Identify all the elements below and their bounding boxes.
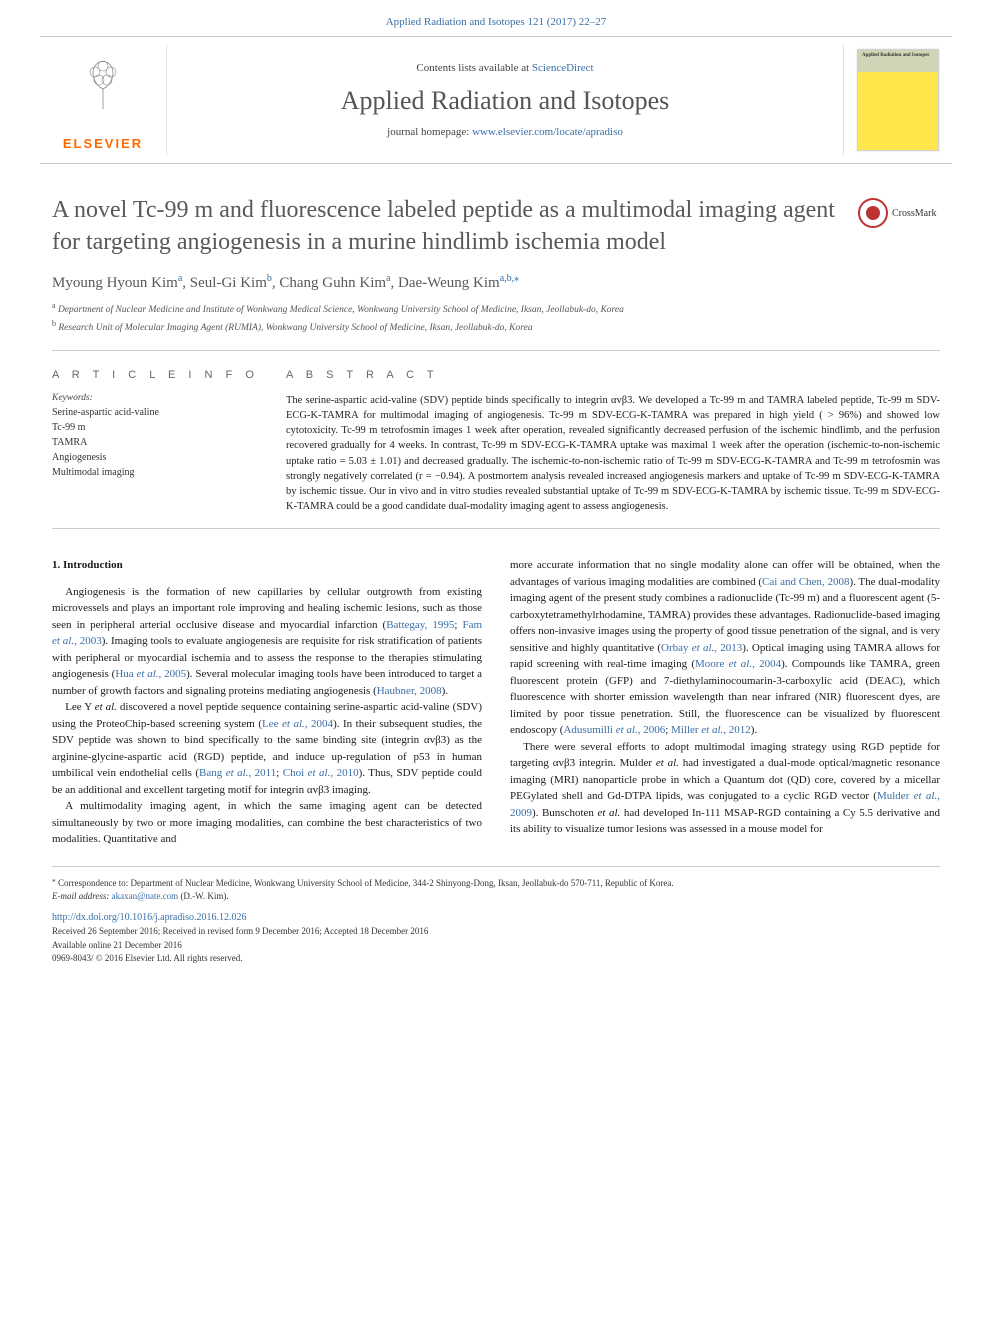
corr-marker-foot: ⁎ bbox=[52, 875, 56, 884]
section-heading: 1. Introduction bbox=[52, 557, 482, 574]
online-line: Available online 21 December 2016 bbox=[52, 939, 940, 952]
citation-link[interactable]: Adusumilli et al., 2006 bbox=[563, 724, 665, 736]
article-info-col: A R T I C L E I N F O Keywords: Serine-a… bbox=[52, 369, 286, 515]
correspondence-text: Correspondence to: Department of Nuclear… bbox=[58, 878, 674, 888]
received-line: Received 26 September 2016; Received in … bbox=[52, 925, 940, 938]
crossmark-label: CrossMark bbox=[892, 208, 936, 219]
homepage-line: journal homepage: www.elsevier.com/locat… bbox=[387, 126, 623, 138]
citation-link[interactable]: Lee et al., 2004 bbox=[262, 718, 333, 730]
footer-block: ⁎ Correspondence to: Department of Nucle… bbox=[52, 866, 940, 965]
citation-link[interactable]: Choi et al., 2010 bbox=[283, 767, 359, 779]
keyword-item: Angiogenesis bbox=[52, 450, 262, 465]
affiliation-a: Department of Nuclear Medicine and Insti… bbox=[58, 305, 624, 315]
corresponding-marker: ⁎ bbox=[514, 273, 519, 284]
abstract-label: A B S T R A C T bbox=[286, 369, 940, 381]
citation-link[interactable]: Bang et al., 2011 bbox=[199, 767, 276, 779]
body-paragraph: Lee Y et al. discovered a novel peptide … bbox=[52, 699, 482, 798]
abstract-col: A B S T R A C T The serine-aspartic acid… bbox=[286, 369, 940, 515]
body-paragraph: Angiogenesis is the formation of new cap… bbox=[52, 584, 482, 700]
keyword-item: Serine-aspartic acid-valine bbox=[52, 405, 262, 420]
body-col-left: 1. Introduction Angiogenesis is the form… bbox=[52, 557, 482, 848]
citation-link[interactable]: Applied Radiation and Isotopes 121 (2017… bbox=[386, 16, 607, 28]
crossmark-badge[interactable]: CrossMark bbox=[858, 198, 940, 228]
contents-line: Contents lists available at ScienceDirec… bbox=[416, 62, 593, 74]
citation-link[interactable]: Miller et al., 2012 bbox=[671, 724, 751, 736]
citation-link[interactable]: Cai and Chen, 2008 bbox=[762, 576, 849, 588]
citation-link[interactable]: Hua et al., 2005 bbox=[115, 668, 186, 680]
keyword-item: Tc-99 m bbox=[52, 420, 262, 435]
body-col-right: more accurate information that no single… bbox=[510, 557, 940, 848]
elsevier-wordmark: ELSEVIER bbox=[63, 136, 143, 151]
cover-block: Applied Radiation and Isotopes bbox=[843, 45, 952, 155]
abstract-text: The serine-aspartic acid-valine (SDV) pe… bbox=[286, 393, 940, 515]
journal-banner: ELSEVIER Contents lists available at Sci… bbox=[40, 36, 952, 164]
cover-label: Applied Radiation and Isotopes bbox=[862, 53, 929, 59]
citation-link[interactable]: Mulder et al., 2009 bbox=[510, 790, 940, 819]
article-title: A novel Tc-99 m and fluorescence labeled… bbox=[52, 194, 846, 259]
body-paragraph: There were several efforts to adopt mult… bbox=[510, 739, 940, 838]
divider bbox=[52, 528, 940, 529]
homepage-prefix: journal homepage: bbox=[387, 126, 472, 138]
journal-name: Applied Radiation and Isotopes bbox=[341, 86, 670, 116]
keywords-list: Serine-aspartic acid-valineTc-99 mTAMRAA… bbox=[52, 405, 262, 480]
issn-line: 0969-8043/ © 2016 Elsevier Ltd. All righ… bbox=[52, 952, 940, 965]
contents-prefix: Contents lists available at bbox=[416, 62, 531, 74]
banner-center: Contents lists available at ScienceDirec… bbox=[167, 45, 843, 155]
affiliations: a Department of Nuclear Medicine and Ins… bbox=[52, 300, 940, 336]
homepage-link[interactable]: www.elsevier.com/locate/apradiso bbox=[472, 126, 623, 138]
article-info-label: A R T I C L E I N F O bbox=[52, 369, 262, 381]
keyword-item: TAMRA bbox=[52, 435, 262, 450]
divider bbox=[52, 350, 940, 351]
journal-cover-thumb: Applied Radiation and Isotopes bbox=[857, 49, 939, 151]
elsevier-tree-icon bbox=[68, 49, 138, 119]
sciencedirect-link[interactable]: ScienceDirect bbox=[532, 62, 594, 74]
affiliation-b: Research Unit of Molecular Imaging Agent… bbox=[58, 323, 532, 333]
crossmark-icon bbox=[858, 198, 888, 228]
publisher-block: ELSEVIER bbox=[40, 45, 167, 155]
citation-link[interactable]: Battegay, 1995 bbox=[386, 619, 454, 631]
email-who: (D.-W. Kim). bbox=[180, 891, 228, 901]
citation-link[interactable]: Haubner, 2008 bbox=[377, 685, 442, 697]
citation-link[interactable]: Orbay et al., 2013 bbox=[661, 642, 742, 654]
citation-link[interactable]: Moore et al., 2004 bbox=[695, 658, 781, 670]
email-label: E-mail address: bbox=[52, 891, 109, 901]
keywords-label: Keywords: bbox=[52, 393, 262, 403]
doi-link[interactable]: http://dx.doi.org/10.1016/j.apradiso.201… bbox=[52, 912, 247, 923]
body-columns: 1. Introduction Angiogenesis is the form… bbox=[52, 557, 940, 848]
body-paragraph: A multimodality imaging agent, in which … bbox=[52, 798, 482, 848]
body-paragraph: more accurate information that no single… bbox=[510, 557, 940, 739]
citation-line: Applied Radiation and Isotopes 121 (2017… bbox=[0, 0, 992, 36]
keyword-item: Multimodal imaging bbox=[52, 465, 262, 480]
author-line: Myoung Hyoun Kima, Seul-Gi Kimb, Chang G… bbox=[52, 273, 940, 292]
email-link[interactable]: akaxan@nate.com bbox=[112, 891, 179, 901]
